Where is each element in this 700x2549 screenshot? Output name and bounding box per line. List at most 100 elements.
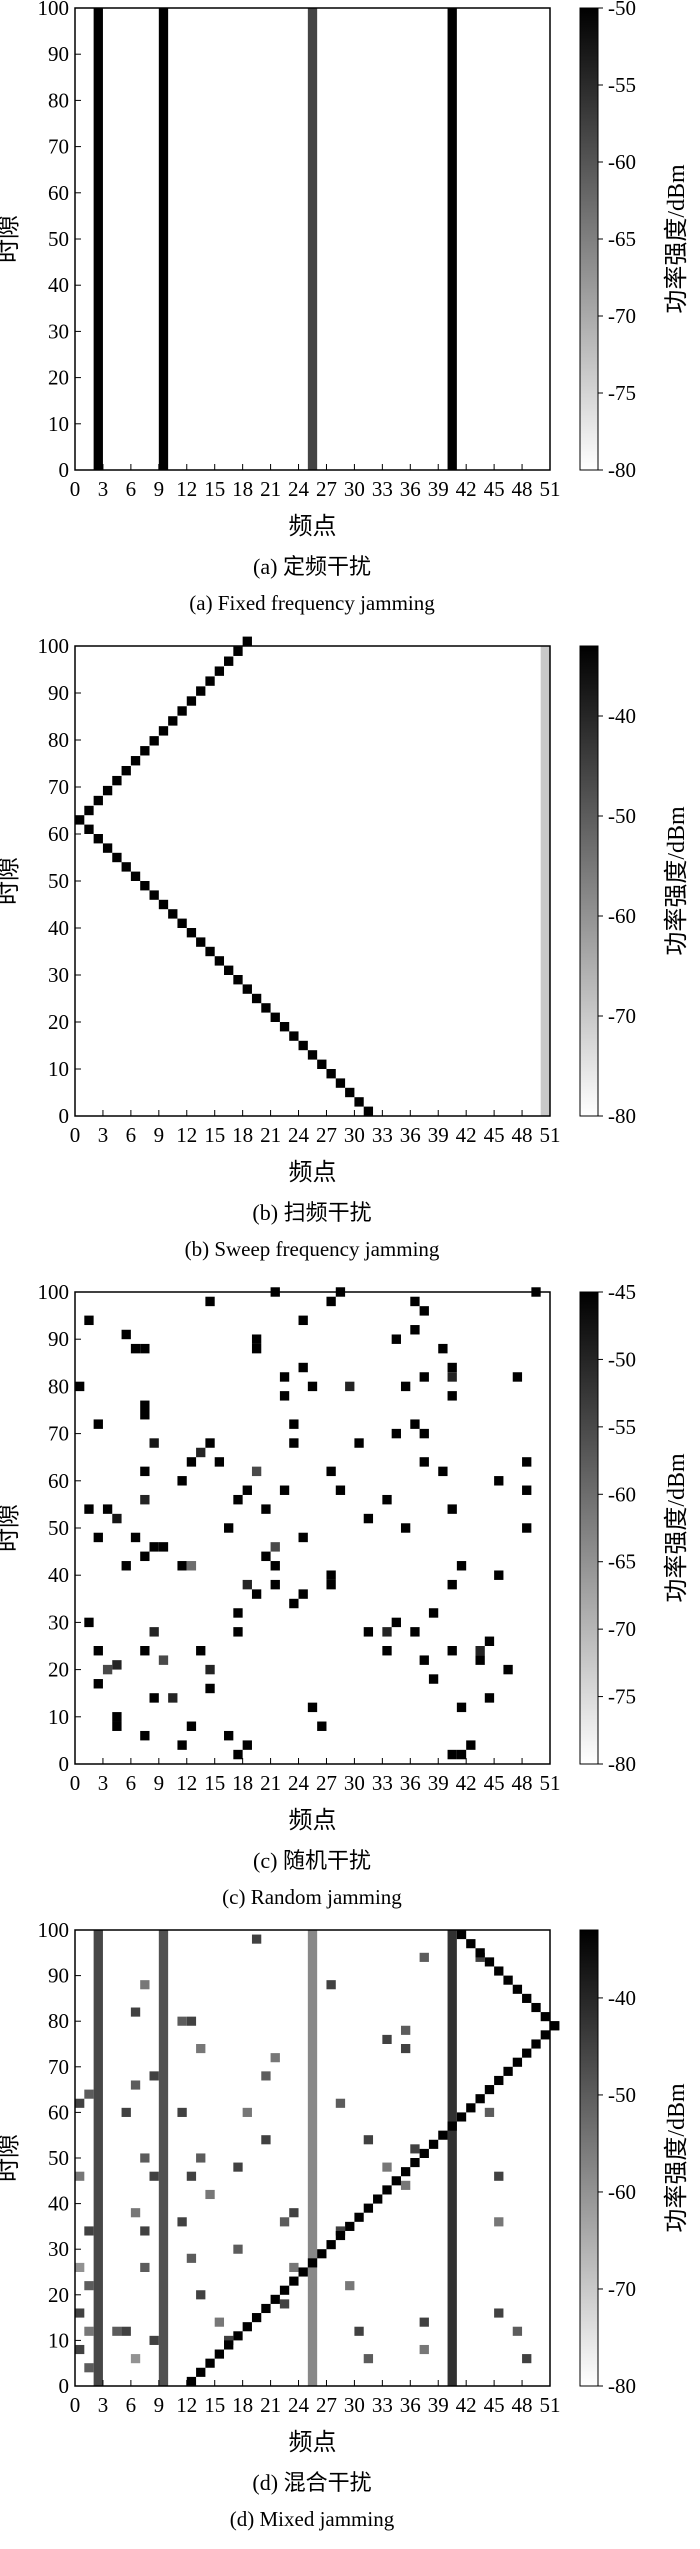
sweep-cell <box>102 843 113 853</box>
jamming-column <box>158 8 169 470</box>
jamming-cell <box>196 2290 206 2300</box>
jamming-cell <box>400 2025 411 2035</box>
x-tick-label: 9 <box>154 1771 165 1795</box>
colorbar-tick-label: -80 <box>608 1104 636 1128</box>
jamming-cell <box>522 1485 532 1495</box>
jamming-cell <box>121 2326 131 2336</box>
x-tick-label: 6 <box>126 1123 137 1147</box>
jamming-cell <box>419 2317 429 2327</box>
jamming-cell <box>447 1362 457 1373</box>
jamming-cell <box>456 1702 467 1713</box>
jamming-cell <box>298 1362 308 1373</box>
colorbar-tick-label: -50 <box>608 1347 636 1371</box>
sweep-cell <box>93 834 103 844</box>
sweep-cell <box>540 2012 550 2022</box>
jamming-cell <box>363 1627 374 1637</box>
jamming-cell <box>177 2107 187 2117</box>
jamming-cell <box>345 2281 355 2291</box>
sweep-cell <box>279 1022 290 1032</box>
sweep-cell <box>242 636 252 646</box>
y-tick-label: 70 <box>48 1422 69 1446</box>
jamming-cell <box>196 2153 206 2163</box>
jamming-cell <box>112 1712 122 1722</box>
jamming-cell <box>93 1419 103 1429</box>
x-tick-label: 42 <box>456 2393 477 2417</box>
caption-english: (c) Random jamming <box>222 1885 402 1909</box>
caption-chinese: (c) 随机干扰 <box>253 1848 371 1873</box>
sweep-cell <box>233 2331 243 2341</box>
jamming-cell <box>447 1749 457 1760</box>
jamming-cell <box>84 2089 94 2099</box>
sweep-cell <box>438 2130 448 2140</box>
jamming-cell <box>410 1296 420 1307</box>
jamming-cell <box>149 2171 159 2181</box>
jamming-cell <box>84 2363 94 2373</box>
jamming-cell <box>419 2344 429 2355</box>
sweep-cell <box>531 2039 541 2049</box>
jamming-cell <box>140 1730 150 1741</box>
x-tick-label: 15 <box>204 477 225 501</box>
jamming-cell <box>382 2034 392 2044</box>
jamming-cell <box>317 1721 327 1731</box>
y-tick-label: 20 <box>48 1010 69 1034</box>
sweep-cell <box>112 852 122 863</box>
x-axis-label: 频点 <box>289 513 337 540</box>
jamming-cell <box>307 1702 318 1713</box>
sweep-cell <box>484 1957 495 1967</box>
jamming-column <box>307 1930 318 2386</box>
jamming-cell <box>261 1551 271 1562</box>
sweep-cell <box>158 899 169 910</box>
y-tick-label: 20 <box>48 366 69 390</box>
jamming-cell <box>93 1646 103 1656</box>
jamming-cell <box>270 2053 280 2063</box>
x-tick-label: 0 <box>70 477 81 501</box>
x-tick-label: 51 <box>540 1771 561 1795</box>
jamming-cell <box>382 1627 392 1637</box>
jamming-cell <box>270 1579 280 1590</box>
sweep-cell <box>224 656 234 666</box>
x-tick-label: 27 <box>316 1123 337 1147</box>
jamming-cell <box>196 2044 206 2054</box>
x-tick-label: 36 <box>400 477 421 501</box>
jamming-cell <box>233 1608 243 1618</box>
sweep-cell <box>149 890 159 900</box>
y-tick-label: 70 <box>48 775 69 799</box>
jamming-cell <box>84 2326 94 2336</box>
caption-english: (a) Fixed frequency jamming <box>189 591 435 615</box>
sweep-cell <box>428 2139 439 2149</box>
jamming-cell <box>140 2262 150 2272</box>
jamming-cell <box>196 1646 206 1656</box>
x-axis-label: 频点 <box>289 1807 337 1834</box>
sweep-cell <box>205 676 215 686</box>
sweep-cell <box>475 2094 485 2104</box>
jamming-cell <box>447 1372 457 1382</box>
caption-chinese: (b) 扫频干扰 <box>252 1200 371 1225</box>
sweep-cell <box>335 1078 346 1088</box>
jamming-cell <box>196 1447 206 1458</box>
jamming-cell <box>186 1721 197 1731</box>
jamming-cell <box>261 2071 271 2081</box>
sweep-cell <box>140 746 150 756</box>
jamming-cell <box>279 1391 290 1401</box>
y-tick-label: 10 <box>48 2328 69 2352</box>
jamming-cell <box>242 1485 252 1495</box>
y-tick-label: 90 <box>48 42 69 66</box>
sweep-cell <box>522 2048 532 2058</box>
x-tick-label: 3 <box>98 1771 109 1795</box>
y-tick-label: 0 <box>59 1752 70 1776</box>
y-tick-label: 60 <box>48 1469 69 1493</box>
x-tick-label: 39 <box>428 1123 449 1147</box>
y-tick-label: 60 <box>48 181 69 205</box>
y-tick-label: 0 <box>59 2374 70 2398</box>
x-tick-label: 0 <box>70 1771 81 1795</box>
jamming-cell <box>186 2253 197 2263</box>
colorbar-tick-label: -70 <box>608 1004 636 1028</box>
sweep-cell <box>84 824 94 834</box>
jamming-cell <box>140 2226 150 2236</box>
sweep-cell <box>354 1097 364 1107</box>
y-axis-label: 时隙 <box>0 1504 22 1552</box>
colorbar-tick-label: -65 <box>608 227 636 251</box>
x-tick-label: 24 <box>288 1123 310 1147</box>
jamming-cell <box>233 1627 243 1637</box>
